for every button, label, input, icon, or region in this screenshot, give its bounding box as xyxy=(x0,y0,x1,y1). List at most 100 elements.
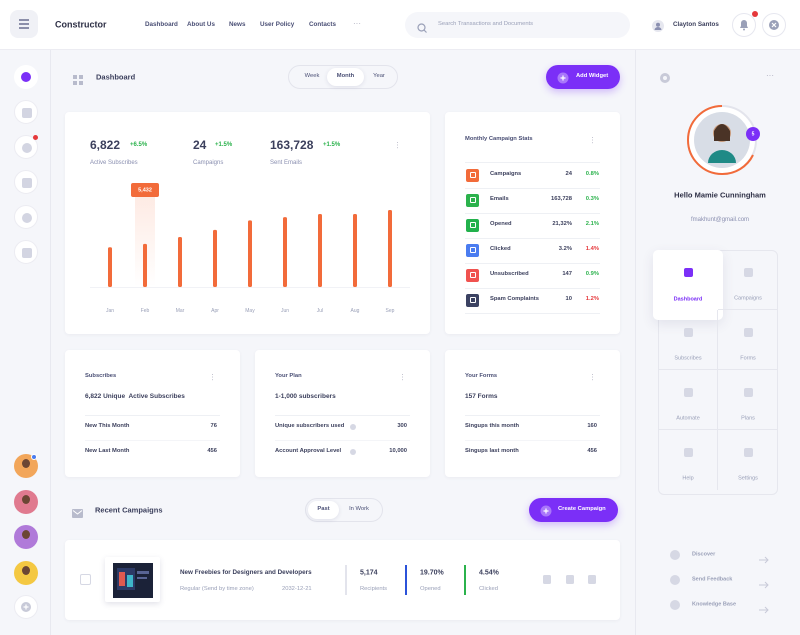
icon-shape xyxy=(652,20,664,32)
menu-item-active[interactable] xyxy=(653,250,723,320)
sidebar-button[interactable] xyxy=(14,205,38,229)
recent-tab-active[interactable] xyxy=(308,501,339,519)
metric-label: Clicked xyxy=(479,586,499,593)
nav-link[interactable]: User Policy xyxy=(260,20,295,28)
add-widget-button[interactable] xyxy=(546,65,620,89)
row-value: 10 xyxy=(565,296,572,303)
menu-item-icon xyxy=(743,387,753,397)
menu-item[interactable] xyxy=(718,310,778,370)
period-option[interactable]: Week xyxy=(304,73,320,80)
icon-shape xyxy=(759,606,769,614)
icon-shape xyxy=(137,577,147,579)
row-change: 0.9% xyxy=(585,271,599,278)
team-avatar[interactable] xyxy=(14,560,38,585)
icon-shape xyxy=(113,563,153,598)
summary-menu[interactable]: ··· xyxy=(393,141,402,149)
bar xyxy=(388,210,392,287)
sidebar-button[interactable] xyxy=(14,170,38,194)
nav-more[interactable]: ··· xyxy=(353,19,361,28)
nav-link[interactable]: News xyxy=(229,20,246,28)
menu-item[interactable] xyxy=(718,430,778,490)
sidebar-button[interactable] xyxy=(14,100,38,124)
row-label: Campaigns xyxy=(490,171,522,178)
close-button[interactable] xyxy=(762,13,786,37)
icon-shape xyxy=(79,75,83,79)
add-widget-label: Add Widget xyxy=(576,73,609,80)
campaign-type: Regular (Send by time zone) xyxy=(180,586,254,593)
info-card-divider xyxy=(465,440,600,441)
metric-divider xyxy=(405,565,407,595)
avatar-face xyxy=(22,459,30,468)
row-value: 21,32% xyxy=(552,221,572,228)
info-card-divider xyxy=(465,415,600,416)
info-row-value: 300 xyxy=(397,423,407,430)
info-card-menu[interactable]: ··· xyxy=(588,373,597,381)
info-row-label: New Last Month xyxy=(85,448,130,455)
row-divider xyxy=(465,187,600,189)
settings-icon[interactable] xyxy=(659,71,671,83)
menu-label-active: Dashboard xyxy=(673,296,703,303)
bar xyxy=(108,247,112,287)
team-avatar[interactable] xyxy=(14,489,38,514)
bar xyxy=(248,220,252,287)
info-row-value: 76 xyxy=(210,423,217,430)
info-card-divider xyxy=(85,440,220,441)
sidebar-button[interactable] xyxy=(14,240,38,264)
help-link-icon xyxy=(670,550,680,560)
user-name: Clayton Santos xyxy=(673,20,719,28)
sidebar-glyph xyxy=(22,108,32,118)
row-change: 0.3% xyxy=(585,196,599,203)
menu-button[interactable] xyxy=(10,10,38,38)
menu-item[interactable] xyxy=(658,430,718,490)
metric-value: 5,174 xyxy=(360,569,378,577)
campaign-action[interactable] xyxy=(543,575,551,584)
campaign-action[interactable] xyxy=(588,575,596,584)
profile-badge xyxy=(746,127,760,141)
team-avatar[interactable] xyxy=(14,525,38,549)
help-link[interactable]: Knowledge Base xyxy=(692,601,737,608)
sidebar-button[interactable] xyxy=(14,135,38,159)
campaign-checkbox[interactable] xyxy=(80,574,91,585)
recent-tab[interactable]: In Work xyxy=(349,506,369,513)
info-card-menu[interactable]: ··· xyxy=(398,373,407,381)
menu-item[interactable] xyxy=(718,370,778,430)
campaign-name[interactable]: New Freebies for Designers and Developer… xyxy=(180,568,312,576)
panel-more[interactable]: ··· xyxy=(766,71,774,80)
profile-email: fmakhunt@gmail.com xyxy=(690,217,750,223)
nav-link[interactable]: Dashboard xyxy=(145,20,178,28)
nav-link[interactable]: About Us xyxy=(187,20,215,28)
sidebar-glyph xyxy=(21,72,31,82)
row-icon xyxy=(466,293,479,307)
search-box[interactable] xyxy=(405,12,630,38)
icon-shape xyxy=(119,572,125,586)
menu-item[interactable] xyxy=(658,310,718,370)
icon-shape xyxy=(417,23,426,32)
sidebar-glyph xyxy=(22,213,32,223)
summary-card xyxy=(65,112,430,334)
campaign-action[interactable] xyxy=(566,575,574,584)
menu-item[interactable] xyxy=(718,250,778,310)
add-member-button[interactable] xyxy=(14,595,38,619)
campaign-stats-menu[interactable]: ··· xyxy=(588,136,597,144)
icon-shape xyxy=(10,10,38,38)
period-option[interactable]: Month xyxy=(336,73,355,80)
menu-item[interactable] xyxy=(658,370,718,430)
sidebar-button[interactable] xyxy=(14,65,38,89)
help-link[interactable]: Send Feedback xyxy=(692,576,733,583)
icon-shape xyxy=(14,595,38,619)
help-link[interactable]: Discover xyxy=(692,551,716,558)
x-tick-label: Sep xyxy=(386,308,395,314)
period-option[interactable]: Year xyxy=(373,73,385,80)
period-active[interactable] xyxy=(327,68,364,86)
help-link-arrow xyxy=(759,576,769,589)
notifications-button[interactable] xyxy=(732,13,756,37)
stat-value: 24 xyxy=(193,138,207,152)
menu-item-icon xyxy=(743,267,753,277)
info-card-menu[interactable]: ··· xyxy=(208,373,217,381)
create-campaign-button[interactable] xyxy=(529,498,618,522)
nav-link[interactable]: Contacts xyxy=(309,20,336,28)
icon-shape xyxy=(759,581,769,589)
recent-tab[interactable]: Past xyxy=(317,506,330,513)
row-divider xyxy=(465,287,600,289)
info-card xyxy=(255,350,430,477)
